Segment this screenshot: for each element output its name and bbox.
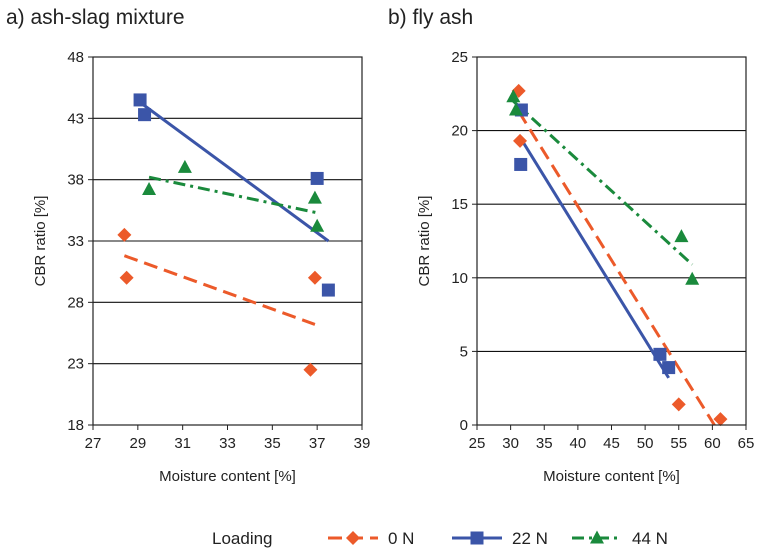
b-point-diamond (713, 412, 728, 427)
b-point-diamond (513, 133, 528, 148)
a-trendline-2 (148, 175, 318, 215)
a-ytick-label: 38 (67, 172, 84, 189)
a-ytick-label: 23 (67, 356, 84, 373)
a-point-square (138, 108, 152, 122)
x-ticks-a: 27 29 31 33 35 37 39 (85, 425, 371, 452)
b-point-triangle (509, 102, 524, 116)
b-xtick-label: 35 (536, 435, 553, 452)
a-xtick-label: 37 (309, 435, 326, 452)
trendlines-b (512, 100, 716, 426)
legend-entry-2: 44 N (632, 529, 668, 548)
a-point-diamond (303, 362, 318, 377)
a-point-diamond (117, 227, 132, 242)
a-ytick-label: 48 (67, 49, 84, 66)
y-axis-label-b: CBR ratio [%] (416, 196, 433, 287)
b-xtick-label: 50 (637, 435, 654, 452)
a-point-triangle (177, 159, 192, 173)
b-xtick-label: 65 (738, 435, 755, 452)
b-ytick-label: 0 (460, 417, 468, 434)
points-b (506, 83, 728, 427)
y-axis-label-a: CBR ratio [%] (32, 196, 49, 287)
x-axis-label-b: Moisture content [%] (543, 468, 680, 485)
panel-title-b: b) fly ash (388, 6, 473, 29)
b-ytick-label: 10 (451, 270, 468, 287)
a-point-square (310, 171, 324, 185)
b-xtick-label: 40 (570, 435, 587, 452)
b-point-diamond (671, 397, 686, 412)
a-point-square (133, 93, 147, 107)
a-xtick-label: 27 (85, 435, 102, 452)
b-xtick-label: 45 (603, 435, 620, 452)
b-trendline-0 (517, 110, 716, 426)
grid-b (477, 130, 746, 352)
b-xtick-label: 60 (704, 435, 721, 452)
legend-marker-triangle (590, 530, 604, 544)
a-point-triangle (307, 190, 322, 204)
b-point-square (662, 361, 676, 375)
b-xtick-label: 55 (670, 435, 687, 452)
a-point-triangle (142, 181, 157, 195)
b-ytick-label: 15 (451, 196, 468, 213)
panel-fly-ash: b) fly ash 0 5 10 15 20 25 25 30 35 40 45 50 55 60 65… (388, 6, 754, 485)
a-xtick-label: 29 (129, 435, 146, 452)
y-ticks-b: 0 5 10 15 20 25 (451, 49, 477, 434)
b-trendline-2 (512, 100, 694, 266)
panel-ash-slag: a) ash-slag mixture 18 23 28 33 38 43 48 27 29 3… (6, 6, 370, 485)
b-point-square (653, 347, 667, 361)
a-xtick-label: 35 (264, 435, 281, 452)
b-ytick-label: 20 (451, 123, 468, 140)
legend-marker-diamond (346, 531, 360, 545)
panel-title-a: a) ash-slag mixture (6, 6, 185, 29)
legend-items: 0 N 22 N 44 N (328, 529, 668, 548)
legend-entry-1: 22 N (512, 529, 548, 548)
legend-marker-square (470, 531, 484, 545)
b-trendline-1 (520, 138, 670, 379)
b-ytick-label: 25 (451, 49, 468, 66)
x-ticks-b: 25 30 35 40 45 50 55 60 65 (469, 425, 755, 452)
a-xtick-label: 31 (174, 435, 191, 452)
a-ytick-label: 28 (67, 294, 84, 311)
a-trendline-1 (139, 101, 330, 243)
x-axis-label-a: Moisture content [%] (159, 468, 296, 485)
a-point-diamond (119, 270, 134, 285)
b-point-triangle (674, 229, 689, 243)
b-point-square (514, 157, 528, 171)
grid-a (93, 117, 362, 365)
a-trendline-0 (123, 254, 316, 326)
trendlines-a (123, 101, 330, 326)
b-xtick-label: 25 (469, 435, 486, 452)
a-xtick-label: 33 (219, 435, 236, 452)
a-xtick-label: 39 (354, 435, 371, 452)
b-xtick-label: 30 (502, 435, 519, 452)
legend-entry-0: 0 N (388, 529, 414, 548)
a-ytick-label: 33 (67, 233, 84, 250)
a-ytick-label: 43 (67, 110, 84, 127)
legend: Loading 0 N 22 N 44 N (212, 529, 668, 548)
y-ticks-a: 18 23 28 33 38 43 48 (67, 49, 93, 434)
a-point-square (321, 283, 335, 297)
points-a (117, 93, 335, 377)
b-ytick-label: 5 (460, 343, 468, 360)
a-point-triangle (310, 218, 325, 232)
legend-title: Loading (212, 529, 273, 548)
b-point-triangle (506, 89, 521, 103)
a-point-diamond (307, 270, 322, 285)
a-ytick-label: 18 (67, 417, 84, 434)
b-point-triangle (685, 271, 700, 285)
